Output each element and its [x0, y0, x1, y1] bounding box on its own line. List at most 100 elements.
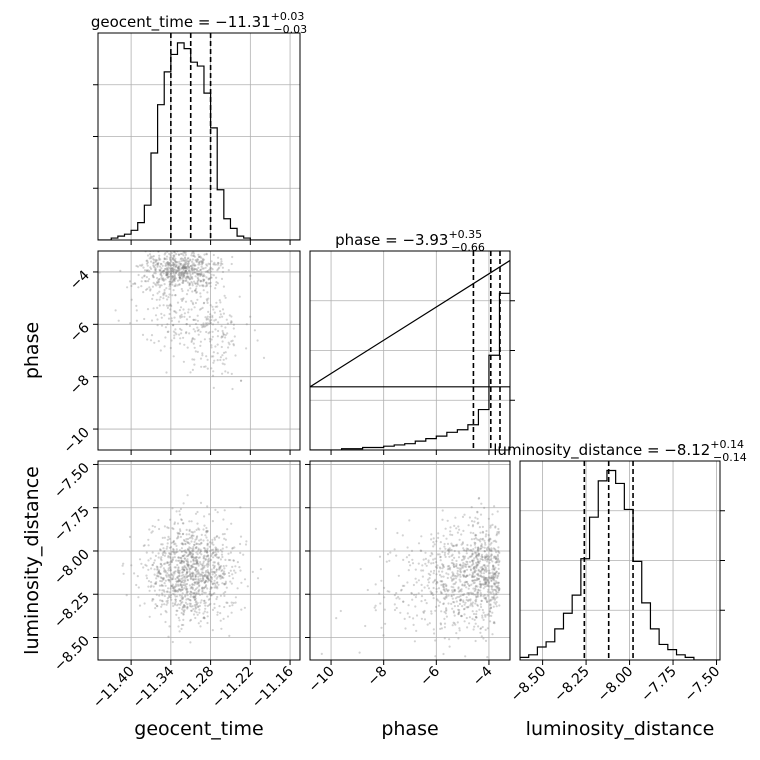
- sample-point: [473, 575, 476, 578]
- sample-point: [453, 622, 456, 625]
- sample-point: [161, 553, 165, 557]
- sample-point: [484, 579, 487, 582]
- sample-point: [423, 618, 427, 621]
- sample-point: [479, 583, 482, 586]
- sample-point: [158, 572, 161, 575]
- sample-point: [465, 581, 468, 584]
- sample-point: [158, 278, 161, 281]
- sample-point: [388, 590, 391, 593]
- sample-point: [192, 550, 195, 553]
- sample-point: [222, 592, 225, 595]
- sample-point: [168, 270, 171, 273]
- sample-point: [140, 285, 143, 288]
- title-value: geocent_time = −11.31: [91, 13, 271, 32]
- sample-point: [181, 588, 184, 591]
- sample-point: [198, 308, 202, 311]
- sample-point: [181, 267, 184, 270]
- sample-point: [183, 579, 186, 582]
- sample-point: [201, 586, 204, 590]
- sample-point: [196, 298, 199, 301]
- sample-point: [453, 574, 456, 577]
- sample-point: [189, 587, 192, 590]
- sample-point: [213, 319, 216, 322]
- sample-point: [482, 572, 486, 575]
- sample-point: [180, 332, 183, 335]
- sample-point: [193, 530, 196, 533]
- sample-point: [383, 608, 386, 611]
- sample-point: [192, 545, 195, 549]
- sample-point: [177, 535, 180, 538]
- sample-point: [183, 569, 186, 572]
- sample-point: [185, 585, 188, 588]
- sample-point: [493, 505, 496, 508]
- sample-point: [379, 602, 382, 605]
- sample-point: [219, 262, 223, 265]
- sample-point: [420, 535, 423, 538]
- sample-point: [185, 598, 188, 601]
- sample-point: [227, 571, 230, 575]
- sample-point: [197, 255, 201, 259]
- sample-point: [162, 567, 165, 570]
- sample-point: [497, 549, 500, 553]
- sample-point: [435, 590, 438, 593]
- sample-point: [195, 563, 198, 566]
- sample-point: [163, 269, 166, 272]
- sample-point: [176, 550, 179, 553]
- sample-point: [167, 526, 170, 530]
- sample-point: [251, 570, 254, 574]
- sample-point: [486, 564, 489, 568]
- sample-point: [415, 593, 418, 596]
- sample-point: [210, 548, 213, 552]
- sample-point: [486, 600, 489, 603]
- sample-point: [469, 544, 472, 547]
- sample-point: [172, 275, 175, 278]
- sample-point: [491, 633, 494, 636]
- sample-point: [420, 583, 423, 587]
- sample-point: [179, 262, 182, 265]
- sample-point: [178, 579, 182, 582]
- sample-point: [495, 589, 498, 593]
- sample-point: [474, 579, 478, 582]
- sample-point: [471, 603, 474, 606]
- sample-point: [216, 263, 219, 266]
- sample-point: [178, 619, 181, 622]
- sample-point: [167, 263, 170, 266]
- sample-point: [457, 613, 460, 616]
- sample-point: [213, 538, 216, 541]
- sample-point: [462, 555, 465, 558]
- sample-point: [397, 595, 400, 599]
- sample-point: [402, 600, 405, 603]
- sample-point: [169, 303, 172, 306]
- sample-point: [180, 556, 183, 559]
- sample-point: [462, 555, 465, 559]
- sample-point: [191, 555, 194, 558]
- sample-point: [181, 588, 184, 591]
- sample-point: [476, 604, 479, 607]
- sample-point: [208, 545, 211, 548]
- sample-point: [194, 289, 197, 292]
- sample-point: [221, 340, 224, 343]
- sample-point: [208, 541, 211, 544]
- sample-point: [496, 575, 499, 578]
- sample-point: [166, 306, 169, 309]
- sample-point: [201, 326, 204, 329]
- sample-point: [170, 572, 173, 576]
- sample-point: [441, 550, 444, 554]
- sample-point: [192, 572, 195, 575]
- sample-point: [157, 570, 160, 573]
- sample-point: [489, 598, 492, 601]
- sample-point: [192, 565, 195, 569]
- sample-point: [225, 601, 228, 604]
- sample-point: [195, 260, 198, 263]
- sample-point: [168, 553, 171, 556]
- sample-point: [172, 264, 175, 267]
- sample-point: [166, 526, 169, 529]
- sample-point: [184, 542, 187, 545]
- sample-point: [492, 567, 495, 570]
- sample-point: [161, 577, 164, 580]
- sample-point: [211, 582, 214, 585]
- sample-point: [494, 558, 498, 561]
- sample-point: [165, 304, 169, 307]
- sample-point: [459, 570, 462, 573]
- sample-point: [471, 574, 474, 577]
